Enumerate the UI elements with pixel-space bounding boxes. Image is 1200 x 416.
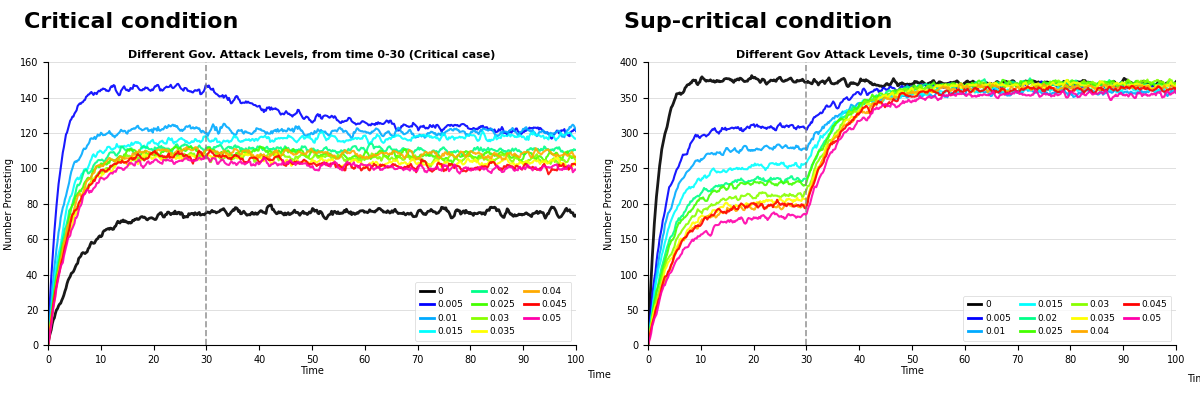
Y-axis label: Number Protesting: Number Protesting: [5, 158, 14, 250]
Legend: 0, 0.005, 0.01, 0.015, 0.02, 0.025, 0.03, 0.035, 0.04, 0.045, 0.05: 0, 0.005, 0.01, 0.015, 0.02, 0.025, 0.03…: [964, 296, 1171, 341]
Text: Critical condition: Critical condition: [24, 12, 239, 32]
Text: Time: Time: [1187, 374, 1200, 384]
Y-axis label: Number Protesting: Number Protesting: [604, 158, 614, 250]
X-axis label: Time: Time: [900, 366, 924, 376]
Title: Different Gov. Attack Levels, from time 0-30 (Critical case): Different Gov. Attack Levels, from time …: [128, 50, 496, 60]
Text: Sup-critical condition: Sup-critical condition: [624, 12, 893, 32]
Legend: 0, 0.005, 0.01, 0.015, 0.02, 0.025, 0.03, 0.035, 0.04, 0.045, 0.05: 0, 0.005, 0.01, 0.015, 0.02, 0.025, 0.03…: [415, 282, 571, 341]
Text: Time: Time: [587, 370, 611, 380]
Title: Different Gov Attack Levels, time 0-30 (Supcritical case): Different Gov Attack Levels, time 0-30 (…: [736, 50, 1088, 60]
X-axis label: Time: Time: [300, 366, 324, 376]
